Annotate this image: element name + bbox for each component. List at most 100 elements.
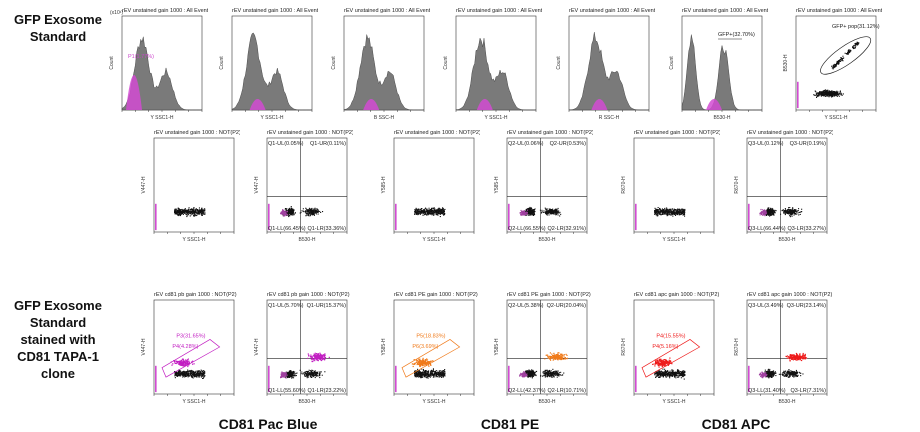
row3-label-line: GFP Exosome [0, 298, 116, 315]
row1-sample-label: GFP Exosome Standard [2, 12, 114, 46]
axis-events [155, 204, 157, 230]
scatter-cloud [283, 206, 324, 217]
plot-title: rEV unstained gain 1000 : NOT(P2) [507, 130, 593, 136]
plot-title: rEV cd81 apc gain 1000 : NOT(P2) [634, 292, 720, 298]
quadrant-label: Q3-LR(33.27%) [787, 226, 826, 232]
x-axis-label: Y SSC1-H [485, 115, 508, 121]
y-axis-label: Y585-H [494, 176, 500, 193]
quadrant-label: Q3-UR(0.19%) [790, 141, 827, 147]
plot-title: rEV cd81 PE gain 1000 : NOT(P2) [507, 292, 593, 298]
plot-canvas: B530-HV447-HQ1-UL(0.05%)Q1-UR(0.11%)Q1-L… [253, 126, 351, 244]
gate-ellipse [816, 31, 875, 80]
stained-population [786, 353, 808, 362]
quadrant-label: Q1-LL(66.45%) [268, 226, 306, 232]
y-axis-label: Y585-H [381, 176, 387, 193]
y-axis-label: Count [443, 56, 449, 70]
axis-events [797, 82, 799, 108]
row1-plot-6: B530-H Count GFP+(32.70%) rEV unstained gai… [668, 4, 766, 122]
quadrant-label: Q2-UR(0.53%) [550, 141, 587, 147]
scatter-cloud [524, 207, 561, 217]
x-axis-label: B530-H [299, 399, 316, 405]
quadrant-label: Q2-LR(10.71%) [547, 388, 586, 394]
quadrant-label: Q1-LL(55.60%) [268, 388, 306, 394]
x-axis-label: Y SSC1-H [183, 399, 206, 405]
histogram-trace [344, 35, 424, 111]
x-axis-label: Y SSC1-H [151, 115, 174, 121]
gate-label: P6(3.69%) [412, 344, 438, 350]
x-axis-label: B530-H [779, 237, 796, 243]
quadrant-label: Q1-LR(33.36%) [307, 226, 346, 232]
scatter-cloud [654, 207, 685, 217]
plot-title: rEV unstained gain 1000 : NOT(P2) [394, 130, 480, 136]
q-ll-cluster [759, 372, 768, 379]
plot-canvas: Y SSC1-H Count [442, 4, 540, 122]
gate-label: P4(4.28%) [172, 344, 198, 350]
gate-label: GFP+(32.70%) [718, 32, 755, 38]
x-axis-label: Y SSC1-H [261, 115, 284, 121]
histogram-trace [682, 35, 762, 110]
row3-label-line: Standard [0, 315, 116, 332]
plot-title: rEV unstained gain 1000 : All Events [682, 8, 768, 14]
footer-pac-blue: CD81 Pac Blue [188, 416, 348, 432]
quadrant-label: Q1-UL(5.70%) [268, 303, 304, 309]
plot-title: rEV cd81 pb gain 1000 : NOT(P2) [154, 292, 240, 298]
y-axis-label: Count [109, 56, 115, 70]
x-axis-label: Y SSC1-H [423, 399, 446, 405]
scatter-cloud [524, 369, 565, 379]
x-axis-label: R SSC-H [599, 115, 620, 121]
plot-title: rEV unstained gain 1000 : All Events [232, 8, 318, 14]
plot-canvas: Y SSC1-H R670-H [620, 126, 718, 244]
scatter-cloud [174, 370, 205, 380]
scatter-cloud [285, 370, 326, 379]
gate-label: P4(15.55%) [656, 334, 685, 340]
plot-title: rEV unstained gain 1000 : NOT(P2) [154, 130, 240, 136]
y-axis-label: R670-H [621, 338, 627, 356]
x-axis-label: Y SSC1-H [825, 115, 848, 121]
y-axis-label: Count [331, 56, 337, 70]
y-axis-label: V447-H [141, 176, 147, 193]
quadrant-label: Q3-UL(0.12%) [748, 141, 784, 147]
y-axis-label: V447-H [254, 176, 260, 193]
row2-plot-6: B530-H R670-H Q3-UL(0.12%) Q3-UR(0.19%) Q3-L… [733, 126, 831, 244]
plot-title: rEV cd81 pb gain 1000 : NOT(P2) [267, 292, 353, 298]
axis-events [395, 204, 397, 230]
quadrant-label: Q3-LL(31.40%) [748, 388, 786, 394]
y-axis-label: R670-H [734, 176, 740, 194]
y-axis-label: Y585-H [381, 338, 387, 355]
y-axis-label: Count [556, 56, 562, 70]
x-axis-label: Y SSC1-H [663, 237, 686, 243]
x-axis-label: B530-H [779, 399, 796, 405]
quadrant-label: Q3-UR(23.14%) [787, 303, 827, 309]
plot-canvas: B530-H Count GFP+(32.70%) [668, 4, 766, 122]
y-axis-label: R670-H [621, 176, 627, 194]
plot-canvas: B530-H V447-H Q1-UL(5.70%)Q1-UR(15.37%) Q1-… [253, 288, 351, 406]
quadrant-label: Q1-UR(15.37%) [307, 303, 347, 309]
scatter-cloud [174, 207, 206, 217]
row1-label-line: Standard [2, 29, 114, 46]
y-axis-label: R670-H [734, 338, 740, 356]
row3-sample-label: GFP Exosome Standard stained with CD81 T… [0, 298, 116, 382]
x-axis-label: B530-H [714, 115, 731, 121]
y-axis-label: V447-H [254, 338, 260, 355]
quadrant-label: Q1-UL(0.05%) [268, 141, 304, 147]
y-axis-label: V447-H [141, 338, 147, 355]
y-axis-label: Count [669, 56, 675, 70]
plot-title: rEV unstained gain 1000 : All Events [796, 8, 882, 14]
gate-label: P5(18.83%) [416, 334, 445, 340]
